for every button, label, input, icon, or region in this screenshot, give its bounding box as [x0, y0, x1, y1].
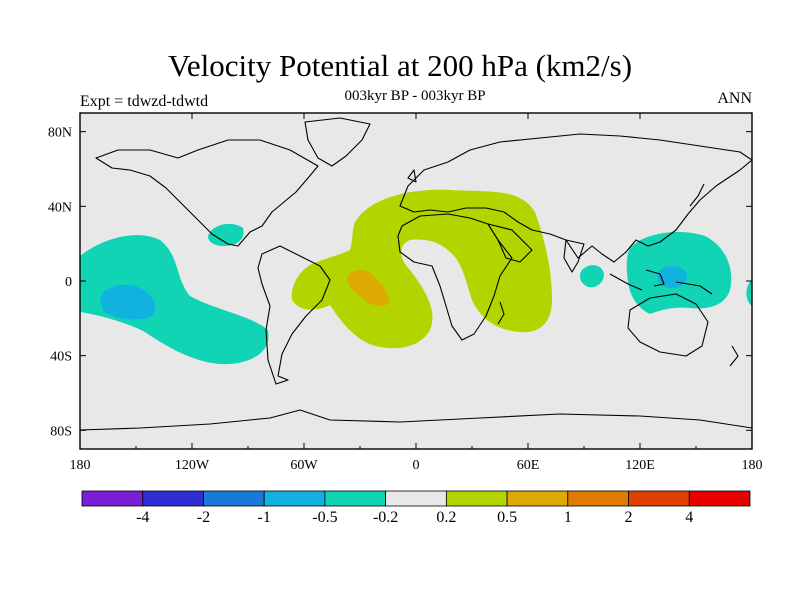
- dateline-negative-blob: [746, 280, 752, 306]
- pacific-core-negative: [100, 284, 156, 320]
- lon-tick-label: 60E: [517, 458, 540, 473]
- lat-tick-label: 80N: [48, 126, 72, 141]
- longitude-axis: 180 120W 60W 0 60E 120E 180: [70, 113, 763, 473]
- colorbar-swatch: [324, 490, 387, 507]
- colorbar-swatch: [263, 490, 326, 507]
- indian-ocean-negative-blob: [579, 265, 604, 288]
- colorbar-label: -4: [136, 509, 149, 526]
- map-subtitle: 003kyr BP - 003kyr BP: [344, 88, 486, 104]
- colorbar-swatch: [81, 490, 144, 507]
- colorbar-swatch: [628, 490, 690, 507]
- lat-tick-label: 0: [65, 275, 72, 290]
- colorbar-label: 2: [625, 509, 633, 526]
- experiment-label: Expt = tdwzd-tdwtd: [80, 93, 209, 110]
- colorbar-label: 0.2: [436, 509, 456, 526]
- lat-tick-label: 80S: [50, 424, 72, 439]
- lon-tick-label: 120W: [175, 458, 210, 473]
- map-title: Velocity Potential at 200 hPa (km2/s): [167, 48, 633, 83]
- atlantic-core-positive: [347, 270, 390, 306]
- colorbar-label: 0.5: [497, 509, 517, 526]
- colorbar-swatch: [688, 490, 751, 507]
- colorbar-swatch: [506, 490, 569, 507]
- lon-tick-label: 180: [70, 458, 91, 473]
- colorbar-swatch: [445, 490, 508, 507]
- lon-tick-label: 60W: [290, 458, 318, 473]
- colorbar-label: 1: [564, 509, 572, 526]
- caribbean-negative-region: [208, 223, 244, 246]
- colorbar-label: -1: [258, 509, 271, 526]
- lat-tick-label: 40S: [50, 350, 72, 365]
- latitude-axis: 80N 40N 0 40S 80S: [48, 126, 752, 439]
- season-label: ANN: [717, 90, 752, 107]
- lon-tick-label: 0: [413, 458, 420, 473]
- colorbar-swatch: [385, 490, 447, 507]
- atlantic-africa-positive-region: [291, 189, 552, 349]
- coastlines: [80, 117, 752, 431]
- contour-fields: [80, 117, 752, 431]
- colorbar-label: -2: [197, 509, 210, 526]
- colorbar: -4 -2 -1 -0.5 -0.2 0.2 0.5 1 2 4: [81, 490, 751, 526]
- colorbar-label: -0.2: [373, 509, 398, 526]
- lon-tick-label: 180: [742, 458, 763, 473]
- colorbar-swatch: [203, 490, 265, 507]
- lon-tick-label: 120E: [625, 458, 655, 473]
- colorbar-swatch: [567, 490, 629, 507]
- colorbar-label: 4: [685, 509, 693, 526]
- pacific-negative-region: [80, 235, 269, 365]
- colorbar-label: -0.5: [312, 509, 337, 526]
- colorbar-swatch: [142, 490, 204, 507]
- lat-tick-label: 40N: [48, 200, 72, 215]
